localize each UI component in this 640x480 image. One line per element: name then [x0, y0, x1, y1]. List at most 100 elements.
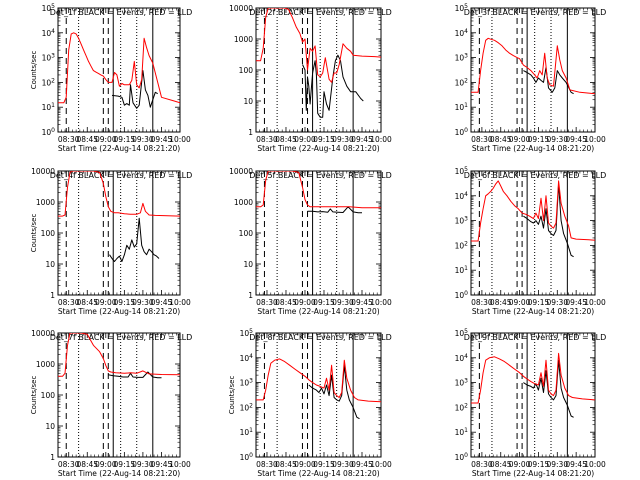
series-group: [256, 8, 381, 118]
y-tick-label: 1000: [234, 198, 253, 207]
detector-panel: Det_5f BLACK = Events, RED = LLD 1 10 100 10…: [229, 167, 392, 316]
x-tick-label: 09:45: [351, 460, 373, 469]
event-lines: [478, 333, 568, 457]
y-tick-label: 102: [455, 240, 469, 250]
x-tick-label: 10:00: [169, 298, 191, 307]
event-lines: [263, 8, 354, 132]
x-tick-label: 08:45: [76, 298, 98, 307]
y-tick-label: 102: [455, 77, 469, 87]
y-tick-label: 1: [50, 291, 55, 300]
detector-panel: Det_8f BLACK = Events, RED = LLD 100 101 10…: [228, 328, 392, 478]
event-lines: [478, 8, 568, 132]
plot-frame: [470, 7, 596, 133]
series-group: [256, 171, 381, 214]
y-tick-label: 103: [42, 53, 56, 63]
x-tick-label: 09:15: [114, 460, 136, 469]
lld-series-line: [471, 37, 595, 95]
y-tick-label: 104: [455, 191, 469, 201]
events-series-line: [308, 364, 360, 420]
detector-panel: Det_2f BLACK = Events, RED = LLD 1 10 100 10…: [229, 4, 392, 153]
x-axis-label: Start Time (22-Aug-14 08:21:20): [58, 144, 180, 153]
y-tick-label: 105: [455, 328, 469, 338]
x-tick-label: 08:45: [490, 135, 512, 144]
y-tick-label: 10: [243, 97, 253, 106]
x-tick-label: 09:45: [151, 460, 173, 469]
y-tick-label: 100: [455, 290, 469, 300]
x-tick-label: 09:30: [332, 460, 354, 469]
x-tick-label: 09:00: [509, 460, 531, 469]
lld-series-line: [58, 32, 180, 104]
x-tick-label: 08:45: [275, 135, 297, 144]
x-tick-label: 10:00: [584, 460, 606, 469]
y-tick-label: 101: [455, 427, 469, 437]
detector-panel: Det_1f BLACK = Events, RED = LLD 100 101 10…: [30, 3, 192, 153]
series-group: [471, 352, 595, 418]
x-tick-label: 08:30: [58, 460, 80, 469]
x-tick-label: 09:45: [565, 460, 587, 469]
panel-grid: Det_1f BLACK = Events, RED = LLD10010110…: [30, 3, 606, 478]
plot-frame: [255, 170, 382, 296]
y-tick-label: 100: [41, 229, 56, 238]
x-tick-label: 09:15: [528, 135, 550, 144]
events-series-line: [109, 217, 160, 262]
x-tick-label: 10:00: [169, 135, 191, 144]
event-lines: [65, 171, 154, 295]
series-group: [471, 37, 595, 95]
x-axis-label: Start Time (22-Aug-14 08:21:20): [472, 469, 594, 478]
y-tick-label: 102: [240, 402, 254, 412]
y-tick-label: 1000: [36, 360, 55, 369]
panel-title: Det_6f BLACK = Events, RED = LLD: [464, 171, 607, 180]
x-axis-label: Start Time (22-Aug-14 08:21:20): [257, 144, 379, 153]
series-group: [58, 333, 180, 379]
y-tick-label: 1: [50, 453, 55, 462]
x-tick-label: 09:00: [294, 460, 316, 469]
x-tick-label: 08:30: [58, 135, 80, 144]
x-tick-label: 09:00: [95, 460, 117, 469]
y-axis-label: Counts/sec: [228, 376, 236, 415]
x-tick-label: 09:45: [565, 135, 587, 144]
y-tick-label: 103: [455, 216, 469, 226]
plot-frame: [57, 7, 181, 133]
x-tick-label: 09:15: [114, 135, 136, 144]
plot-frame: [470, 170, 596, 296]
panel-title: Det_8f BLACK = Events, RED = LLD: [249, 333, 392, 342]
lld-series-line: [471, 180, 595, 242]
plot-frame: [255, 332, 382, 458]
x-tick-label: 09:45: [151, 298, 173, 307]
x-axis-label: Start Time (22-Aug-14 08:21:20): [472, 307, 594, 316]
detector-panel: Det_3f BLACK = Events, RED = LLD 100 101 10…: [455, 3, 607, 153]
x-tick-label: 08:30: [256, 298, 278, 307]
detector-panel: Det_9f BLACK = Events, RED = LLD 100 101 10…: [455, 328, 607, 478]
x-tick-label: 08:45: [76, 460, 98, 469]
x-tick-label: 09:00: [294, 298, 316, 307]
x-tick-label: 09:30: [546, 135, 568, 144]
events-series-line: [307, 206, 362, 214]
y-tick-label: 101: [240, 427, 254, 437]
y-tick-label: 1: [248, 128, 253, 137]
event-lines: [263, 171, 354, 295]
x-tick-label: 09:15: [528, 460, 550, 469]
y-tick-label: 100: [240, 452, 254, 462]
lld-series-line: [471, 352, 595, 404]
x-axis-label: Start Time (22-Aug-14 08:21:20): [58, 469, 180, 478]
panel-title: Det_4f BLACK = Events, RED = LLD: [50, 171, 193, 180]
series-group: [256, 358, 381, 420]
x-tick-label: 08:45: [490, 460, 512, 469]
y-tick-label: 1000: [36, 198, 55, 207]
y-tick-label: 101: [455, 102, 469, 112]
events-series-line: [108, 371, 162, 379]
x-tick-label: 10:00: [370, 460, 392, 469]
x-axis-label: Start Time (22-Aug-14 08:21:20): [257, 307, 379, 316]
x-axis-label: Start Time (22-Aug-14 08:21:20): [58, 307, 180, 316]
y-tick-label: 105: [240, 328, 254, 338]
plot-frame: [57, 332, 181, 458]
x-tick-label: 09:00: [95, 135, 117, 144]
events-series-line: [523, 359, 574, 418]
x-tick-label: 09:30: [132, 135, 154, 144]
x-tick-label: 09:45: [351, 298, 373, 307]
y-tick-label: 100: [455, 127, 469, 137]
plot-frame: [255, 7, 382, 133]
lld-series-line: [256, 171, 381, 209]
detector-panel: Det_4f BLACK = Events, RED = LLD 1 10 100 10…: [30, 167, 192, 316]
